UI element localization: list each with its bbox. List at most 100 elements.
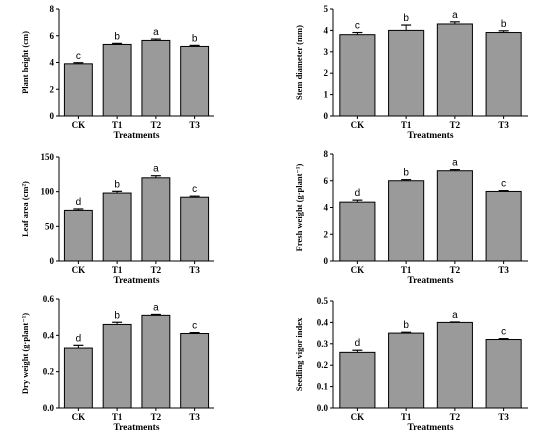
x-tick-label: T2: [151, 120, 162, 130]
bar: [180, 45, 210, 117]
bar: [63, 209, 93, 262]
significance-label: c: [192, 184, 197, 195]
x-axis-title: Treatments: [113, 131, 159, 141]
significance-label: c: [501, 179, 506, 190]
significance-label: b: [403, 13, 409, 24]
x-axis-title: Treatments: [407, 423, 453, 433]
significance-label: d: [355, 188, 361, 199]
significance-label: a: [452, 158, 458, 169]
y-tick-label: 2: [324, 229, 329, 239]
x-tick-label: CK: [72, 120, 86, 130]
significance-label: b: [114, 310, 120, 321]
chart-panel-1: 0 2 4 6 8 c CK b T1 a T2 b T3 Treatments Plant height …: [20, 4, 214, 141]
bar: [102, 43, 132, 117]
x-tick-label: T2: [151, 412, 162, 422]
y-tick-label: 1: [324, 90, 329, 100]
x-tick-label: T3: [189, 412, 200, 422]
x-tick-label: CK: [351, 412, 365, 422]
x-axis-title: Treatments: [407, 276, 453, 286]
significance-label: c: [501, 327, 506, 338]
bar: [141, 314, 171, 409]
y-tick-label: 0.6: [43, 294, 55, 304]
bar: [485, 339, 522, 409]
significance-label: d: [76, 333, 82, 344]
x-tick-label: T3: [498, 265, 509, 275]
y-tick-label: 6: [50, 31, 55, 41]
y-tick-label: 4: [324, 203, 329, 213]
chart-panel-4: 0 2 4 6 8 d CK b T1 a T2 c T3 Treatments Fresh weight …: [294, 149, 528, 286]
significance-label: b: [403, 320, 409, 331]
x-tick-label: T1: [401, 265, 412, 275]
bar: [388, 180, 425, 262]
y-tick-label: 2: [324, 68, 329, 78]
y-tick-label: 3: [324, 47, 329, 57]
y-tick-label: 0.2: [317, 360, 329, 370]
y-tick-label: 150: [41, 152, 55, 162]
x-tick-label: T3: [189, 120, 200, 130]
significance-label: a: [153, 27, 159, 38]
chart-panel-6: 0.0 0.1 0.2 0.3 0.4 0.5 d CK b T1 a T2 c T3 Treatments…: [294, 296, 528, 433]
x-tick-label: CK: [351, 120, 365, 130]
bar: [485, 32, 522, 117]
y-tick-label: 0.5: [317, 296, 329, 306]
y-axis-title: Fresh weight (g·plant⁻¹): [294, 164, 304, 252]
bar: [436, 170, 473, 262]
y-tick-label: 6: [324, 176, 329, 186]
y-tick-label: 4: [50, 58, 55, 68]
chart-panel-3: 0 50 100 150 d CK b T1 a T2 c T3 Treatments Leaf area…: [20, 152, 214, 286]
y-axis-title: Leaf area (cm²): [20, 181, 30, 237]
significance-label: c: [355, 21, 360, 32]
bar: [63, 347, 93, 409]
chart-panel-5: 0.0 0.2 0.4 0.6 d CK b T1 a T2 c T3 Treatments Dry we…: [20, 294, 214, 433]
y-tick-label: 8: [50, 4, 55, 14]
x-axis-title: Treatments: [113, 276, 159, 286]
bar: [485, 190, 522, 262]
bar: [388, 332, 425, 409]
y-tick-label: 50: [45, 221, 55, 231]
bar: [102, 323, 132, 409]
y-tick-label: 0: [50, 256, 55, 266]
x-axis-title: Treatments: [113, 423, 159, 433]
x-tick-label: T1: [112, 412, 123, 422]
bar: [436, 321, 473, 409]
x-tick-label: T3: [189, 265, 200, 275]
bar: [339, 34, 376, 117]
y-axis-title: Plant height (cm): [20, 31, 30, 94]
significance-label: a: [452, 10, 458, 21]
chart-panel-2: 0 1 2 3 4 5 c CK b T1 a T2 b T3 Treatments Stem diamete…: [294, 4, 528, 141]
bar: [436, 23, 473, 117]
significance-label: c: [76, 51, 81, 62]
x-tick-label: T3: [498, 412, 509, 422]
significance-label: b: [192, 33, 198, 44]
significance-label: b: [114, 31, 120, 42]
x-tick-label: T2: [151, 265, 162, 275]
y-tick-label: 0: [50, 111, 55, 121]
bar: [339, 201, 376, 262]
x-tick-label: T1: [112, 265, 123, 275]
x-tick-label: T1: [401, 412, 412, 422]
significance-label: a: [452, 310, 458, 321]
bar: [141, 177, 171, 262]
x-tick-label: T2: [450, 412, 461, 422]
x-axis-title: Treatments: [407, 131, 453, 141]
y-tick-label: 5: [324, 4, 329, 14]
significance-label: a: [153, 302, 159, 313]
significance-label: b: [403, 168, 409, 179]
x-tick-label: CK: [72, 265, 86, 275]
significance-label: b: [114, 179, 120, 190]
significance-label: d: [76, 197, 82, 208]
bar: [339, 351, 376, 409]
significance-label: b: [501, 19, 507, 30]
bar: [63, 63, 93, 117]
bar: [180, 196, 210, 262]
y-tick-label: 4: [324, 25, 329, 35]
y-tick-label: 100: [41, 187, 55, 197]
y-tick-label: 2: [50, 84, 55, 94]
significance-label: a: [153, 164, 159, 175]
x-tick-label: T1: [401, 120, 412, 130]
bar: [180, 333, 210, 409]
y-tick-label: 0.4: [317, 317, 329, 327]
y-tick-label: 8: [324, 149, 329, 159]
